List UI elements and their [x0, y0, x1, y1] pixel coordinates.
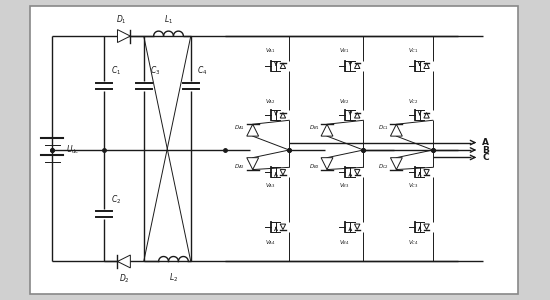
- Text: $V_{B1}$: $V_{B1}$: [339, 46, 349, 55]
- Text: $V_{A2}$: $V_{A2}$: [265, 98, 275, 106]
- Text: $V_{B4}$: $V_{B4}$: [339, 238, 350, 247]
- Text: $C_4$: $C_4$: [197, 64, 207, 77]
- Polygon shape: [355, 224, 360, 230]
- FancyBboxPatch shape: [30, 6, 518, 294]
- Text: $V_{B3}$: $V_{B3}$: [339, 181, 349, 190]
- Polygon shape: [355, 169, 360, 175]
- Text: $C_3$: $C_3$: [150, 64, 161, 77]
- Text: $C_1$: $C_1$: [111, 64, 121, 77]
- Polygon shape: [118, 255, 130, 268]
- Text: $D_{B2}$: $D_{B2}$: [309, 162, 320, 170]
- Text: $V_{A3}$: $V_{A3}$: [265, 181, 275, 190]
- Text: $U_{\rm dc}$: $U_{\rm dc}$: [66, 144, 80, 156]
- Text: $C_2$: $C_2$: [111, 193, 121, 206]
- Text: C: C: [482, 153, 489, 162]
- Polygon shape: [424, 224, 430, 230]
- Text: $L_1$: $L_1$: [164, 14, 173, 26]
- Text: $D_1$: $D_1$: [116, 14, 127, 26]
- Text: $D_{A1}$: $D_{A1}$: [234, 123, 245, 132]
- Text: $D_2$: $D_2$: [119, 272, 129, 285]
- Polygon shape: [280, 169, 285, 175]
- Polygon shape: [321, 158, 333, 170]
- Text: $V_{B2}$: $V_{B2}$: [339, 98, 349, 106]
- Polygon shape: [424, 63, 430, 68]
- Text: $D_{C1}$: $D_{C1}$: [378, 123, 389, 132]
- Text: $V_{A4}$: $V_{A4}$: [265, 238, 275, 247]
- Polygon shape: [424, 112, 430, 118]
- Polygon shape: [390, 124, 402, 136]
- Text: $D_{A2}$: $D_{A2}$: [234, 162, 245, 170]
- Text: B: B: [482, 146, 489, 154]
- Polygon shape: [424, 169, 430, 175]
- Text: $V_{C4}$: $V_{C4}$: [408, 238, 419, 247]
- Polygon shape: [280, 63, 285, 68]
- Text: $V_{C1}$: $V_{C1}$: [408, 46, 419, 55]
- Text: $D_{B1}$: $D_{B1}$: [309, 123, 320, 132]
- Polygon shape: [355, 112, 360, 118]
- Polygon shape: [390, 158, 402, 170]
- Text: A: A: [482, 138, 489, 147]
- Polygon shape: [280, 224, 285, 230]
- Polygon shape: [247, 124, 258, 136]
- Text: $V_{A1}$: $V_{A1}$: [265, 46, 275, 55]
- Polygon shape: [321, 124, 333, 136]
- Polygon shape: [118, 30, 130, 43]
- Polygon shape: [280, 112, 285, 118]
- Text: $L_2$: $L_2$: [169, 272, 178, 284]
- Polygon shape: [247, 158, 258, 170]
- Polygon shape: [355, 63, 360, 68]
- Text: $V_{C3}$: $V_{C3}$: [408, 181, 419, 190]
- Text: $V_{C2}$: $V_{C2}$: [408, 98, 419, 106]
- Text: $D_{C2}$: $D_{C2}$: [378, 162, 389, 170]
